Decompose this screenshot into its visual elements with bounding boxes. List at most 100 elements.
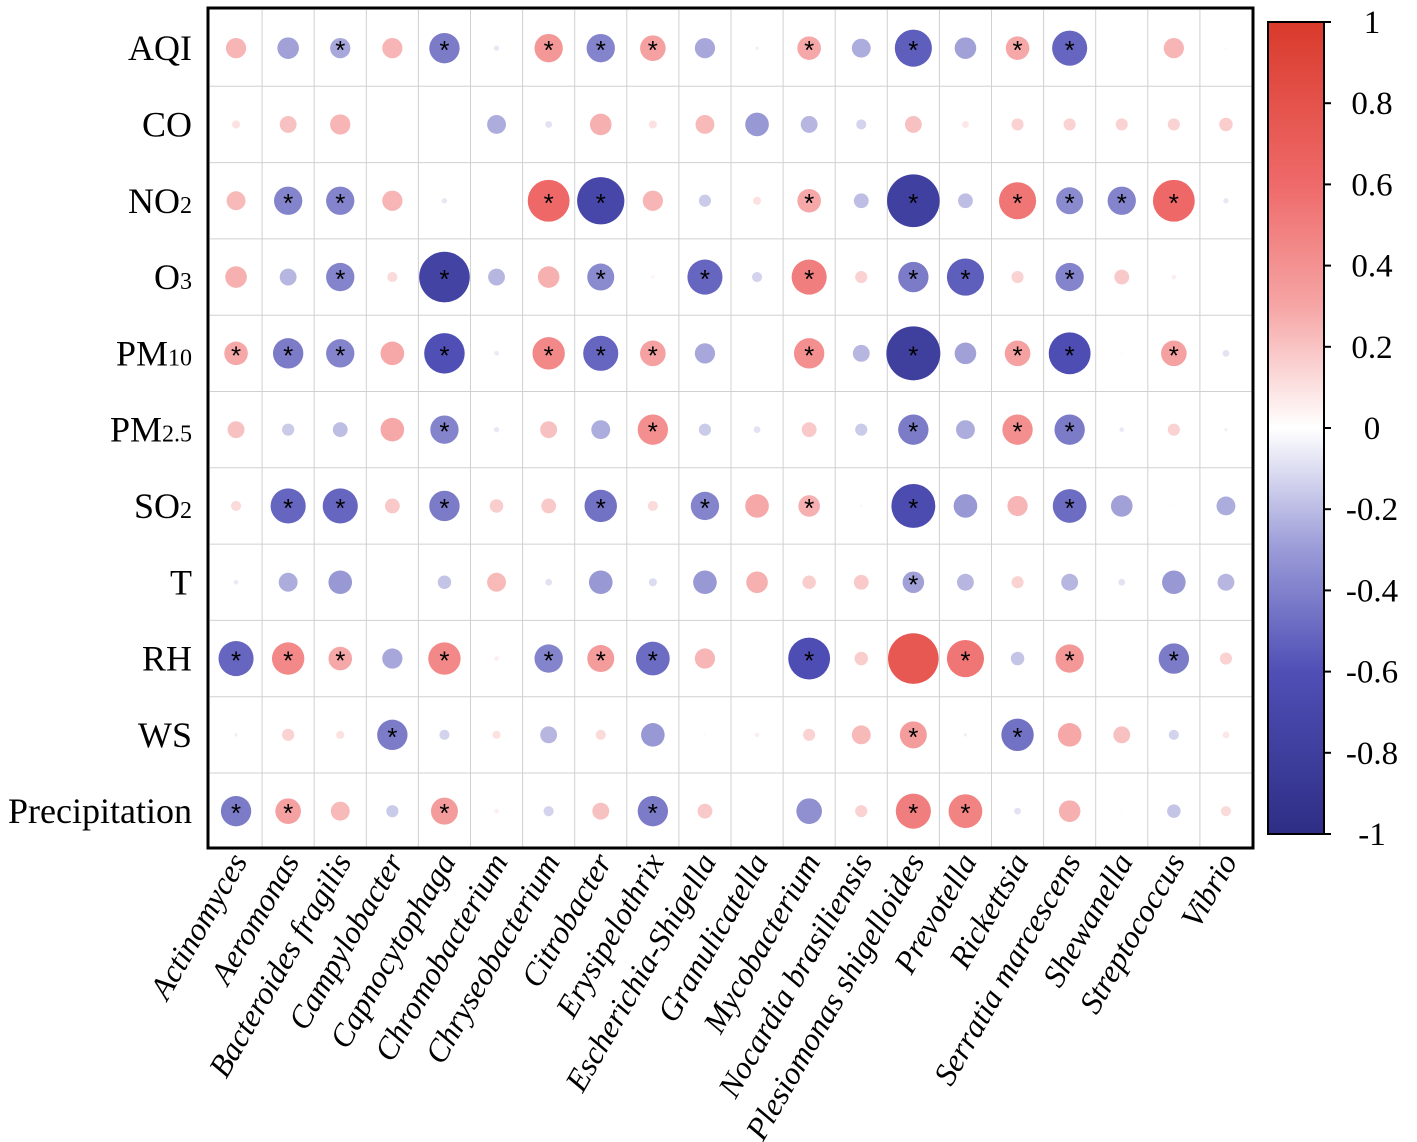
bubble-2-16 (1056, 187, 1084, 215)
bubble-3-12 (855, 270, 868, 284)
bubble-1-6 (545, 121, 553, 128)
plot-frame (206, 6, 1255, 850)
bubble-10-3 (386, 805, 399, 818)
significance-marker: * (283, 646, 293, 676)
row-label: Precipitation (8, 791, 192, 831)
bubble-2-19 (1223, 198, 1229, 204)
bubble-1-0 (232, 120, 241, 129)
bubble-1-13 (904, 116, 922, 133)
bubble-3-17 (1114, 269, 1130, 285)
significance-marker: * (544, 35, 554, 65)
bubble-5-6 (540, 421, 558, 439)
bubble-5-10 (753, 426, 761, 434)
bubble-7-15 (1011, 576, 1024, 589)
bubble-10-18 (1167, 804, 1181, 818)
row-label: PM10 (116, 333, 192, 373)
bubble-0-4 (429, 32, 460, 64)
bubble-6-1 (270, 488, 306, 524)
bubble-10-6 (543, 806, 554, 817)
bubble-10-13 (895, 793, 931, 829)
bubble-0-11 (797, 36, 821, 60)
bubble-3-6 (537, 266, 560, 288)
bubble-2-2 (326, 186, 355, 215)
significance-marker: * (439, 35, 449, 65)
significance-marker: * (804, 493, 814, 523)
bubble-10-8 (637, 795, 669, 827)
bubble-4-12 (852, 344, 870, 362)
significance-marker: * (335, 340, 345, 370)
bubble-3-11 (791, 259, 827, 295)
bubble-2-13 (887, 174, 940, 228)
row-label: O3 (154, 257, 192, 297)
significance-marker: * (648, 646, 658, 676)
bubble-9-0 (234, 733, 238, 737)
bubble-0-8 (640, 35, 666, 61)
colorbar-tick-label: 0.4 (1351, 249, 1392, 285)
bubble-0-0 (225, 38, 247, 59)
row-label: AQI (128, 28, 192, 68)
bubble-1-17 (1115, 118, 1128, 131)
bubble-10-9 (697, 803, 713, 819)
significance-marker: * (1012, 35, 1022, 65)
bubble-9-11 (803, 728, 816, 741)
bubble-7-12 (853, 574, 869, 590)
bubble-0-7 (586, 33, 615, 63)
bubble-2-8 (642, 190, 663, 211)
bubble-4-2 (326, 339, 355, 368)
bubble-10-0 (220, 795, 252, 827)
significance-marker: * (335, 264, 345, 294)
bubble-9-14 (963, 733, 968, 737)
bubble-4-4 (424, 333, 465, 374)
significance-marker: * (960, 798, 970, 828)
bubble-4-18 (1161, 340, 1187, 367)
significance-marker: * (908, 417, 918, 447)
bubble-6-6 (541, 498, 557, 514)
bubble-9-9 (703, 733, 706, 736)
bubble-2-0 (226, 191, 246, 211)
bubble-6-12 (860, 504, 863, 507)
bubble-5-19 (1224, 427, 1228, 432)
bubble-8-5 (494, 656, 499, 661)
bubble-1-8 (648, 120, 657, 129)
significance-marker: * (335, 646, 345, 676)
significance-marker: * (908, 264, 918, 294)
significance-marker: * (804, 264, 814, 294)
bubble-6-19 (1216, 496, 1236, 516)
bubble-6-11 (798, 495, 820, 517)
significance-marker: * (908, 188, 918, 218)
bubble-9-17 (1113, 726, 1131, 744)
bubble-8-19 (1219, 652, 1233, 665)
bubble-3-7 (587, 263, 615, 291)
bubble-10-7 (592, 802, 610, 820)
significance-marker: * (1065, 493, 1075, 523)
bubble-10-1 (275, 798, 301, 824)
bubble-4-9 (694, 343, 716, 364)
colorbar-tick-label: 0.2 (1351, 330, 1392, 366)
bubble-3-10 (751, 271, 763, 283)
significance-marker: * (1117, 188, 1127, 218)
significance-marker: * (648, 798, 658, 828)
bubble-6-0 (230, 500, 242, 512)
significance-marker: * (596, 188, 606, 218)
bubble-4-8 (640, 340, 666, 367)
bubble-1-14 (962, 121, 969, 128)
bubble-3-14 (946, 258, 985, 296)
significance-marker: * (544, 646, 554, 676)
bubble-5-8 (637, 414, 669, 445)
significance-marker: * (231, 798, 241, 828)
colorbar-tick-label: 0.6 (1351, 167, 1392, 203)
significance-marker: * (1169, 340, 1179, 370)
bubble-1-7 (589, 113, 612, 136)
bubble-1-19 (1219, 117, 1233, 132)
bubble-9-12 (851, 725, 871, 745)
bubble-6-7 (584, 489, 617, 523)
bubble-9-3 (377, 719, 408, 751)
bubble-5-9 (698, 423, 712, 436)
bubble-8-1 (271, 642, 305, 675)
bubble-8-11 (788, 637, 831, 680)
bubble-6-3 (384, 498, 400, 514)
significance-marker: * (596, 646, 606, 676)
bubble-10-16 (1058, 800, 1081, 822)
row-label: CO (142, 104, 192, 144)
